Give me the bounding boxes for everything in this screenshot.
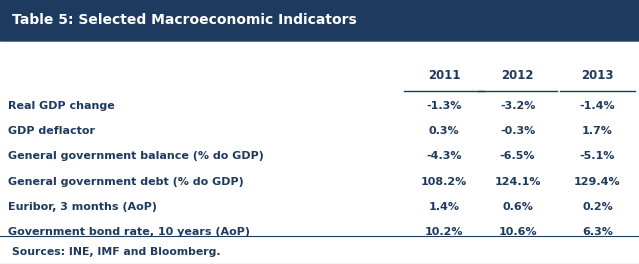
Text: -6.5%: -6.5%: [500, 151, 535, 161]
Text: -1.3%: -1.3%: [426, 101, 462, 111]
Text: -4.3%: -4.3%: [426, 151, 462, 161]
Text: GDP deflactor: GDP deflactor: [8, 126, 95, 136]
Text: 108.2%: 108.2%: [421, 177, 467, 187]
Text: 10.2%: 10.2%: [425, 227, 463, 237]
Text: 1.4%: 1.4%: [429, 202, 459, 212]
Bar: [0, 41, 639, 264]
Text: 10.6%: 10.6%: [498, 227, 537, 237]
Text: -1.4%: -1.4%: [580, 101, 615, 111]
Text: Table 5: Selected Macroeconomic Indicators: Table 5: Selected Macroeconomic Indicato…: [12, 13, 357, 27]
Text: 6.3%: 6.3%: [582, 227, 613, 237]
Text: 0.2%: 0.2%: [582, 202, 613, 212]
Text: 124.1%: 124.1%: [495, 177, 541, 187]
Text: Government bond rate, 10 years (AoP): Government bond rate, 10 years (AoP): [8, 227, 250, 237]
Text: General government balance (% do GDP): General government balance (% do GDP): [8, 151, 264, 161]
Text: General government debt (% do GDP): General government debt (% do GDP): [8, 177, 244, 187]
Text: 2012: 2012: [502, 69, 534, 82]
Text: 2011: 2011: [428, 69, 460, 82]
Text: 0.3%: 0.3%: [429, 126, 459, 136]
Text: Sources: INE, IMF and Bloomberg.: Sources: INE, IMF and Bloomberg.: [12, 247, 220, 257]
Text: -5.1%: -5.1%: [580, 151, 615, 161]
Bar: [0, 0, 639, 41]
Text: 129.4%: 129.4%: [574, 177, 620, 187]
Text: -3.2%: -3.2%: [500, 101, 535, 111]
Text: Euribor, 3 months (AoP): Euribor, 3 months (AoP): [8, 202, 157, 212]
Text: -0.3%: -0.3%: [500, 126, 535, 136]
Text: Real GDP change: Real GDP change: [8, 101, 115, 111]
Text: 2013: 2013: [581, 69, 613, 82]
Text: 1.7%: 1.7%: [582, 126, 613, 136]
Text: 0.6%: 0.6%: [502, 202, 533, 212]
